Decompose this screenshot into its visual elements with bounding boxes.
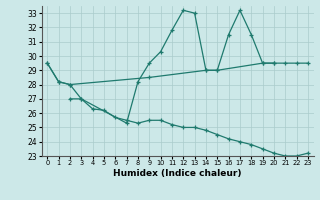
X-axis label: Humidex (Indice chaleur): Humidex (Indice chaleur) <box>113 169 242 178</box>
